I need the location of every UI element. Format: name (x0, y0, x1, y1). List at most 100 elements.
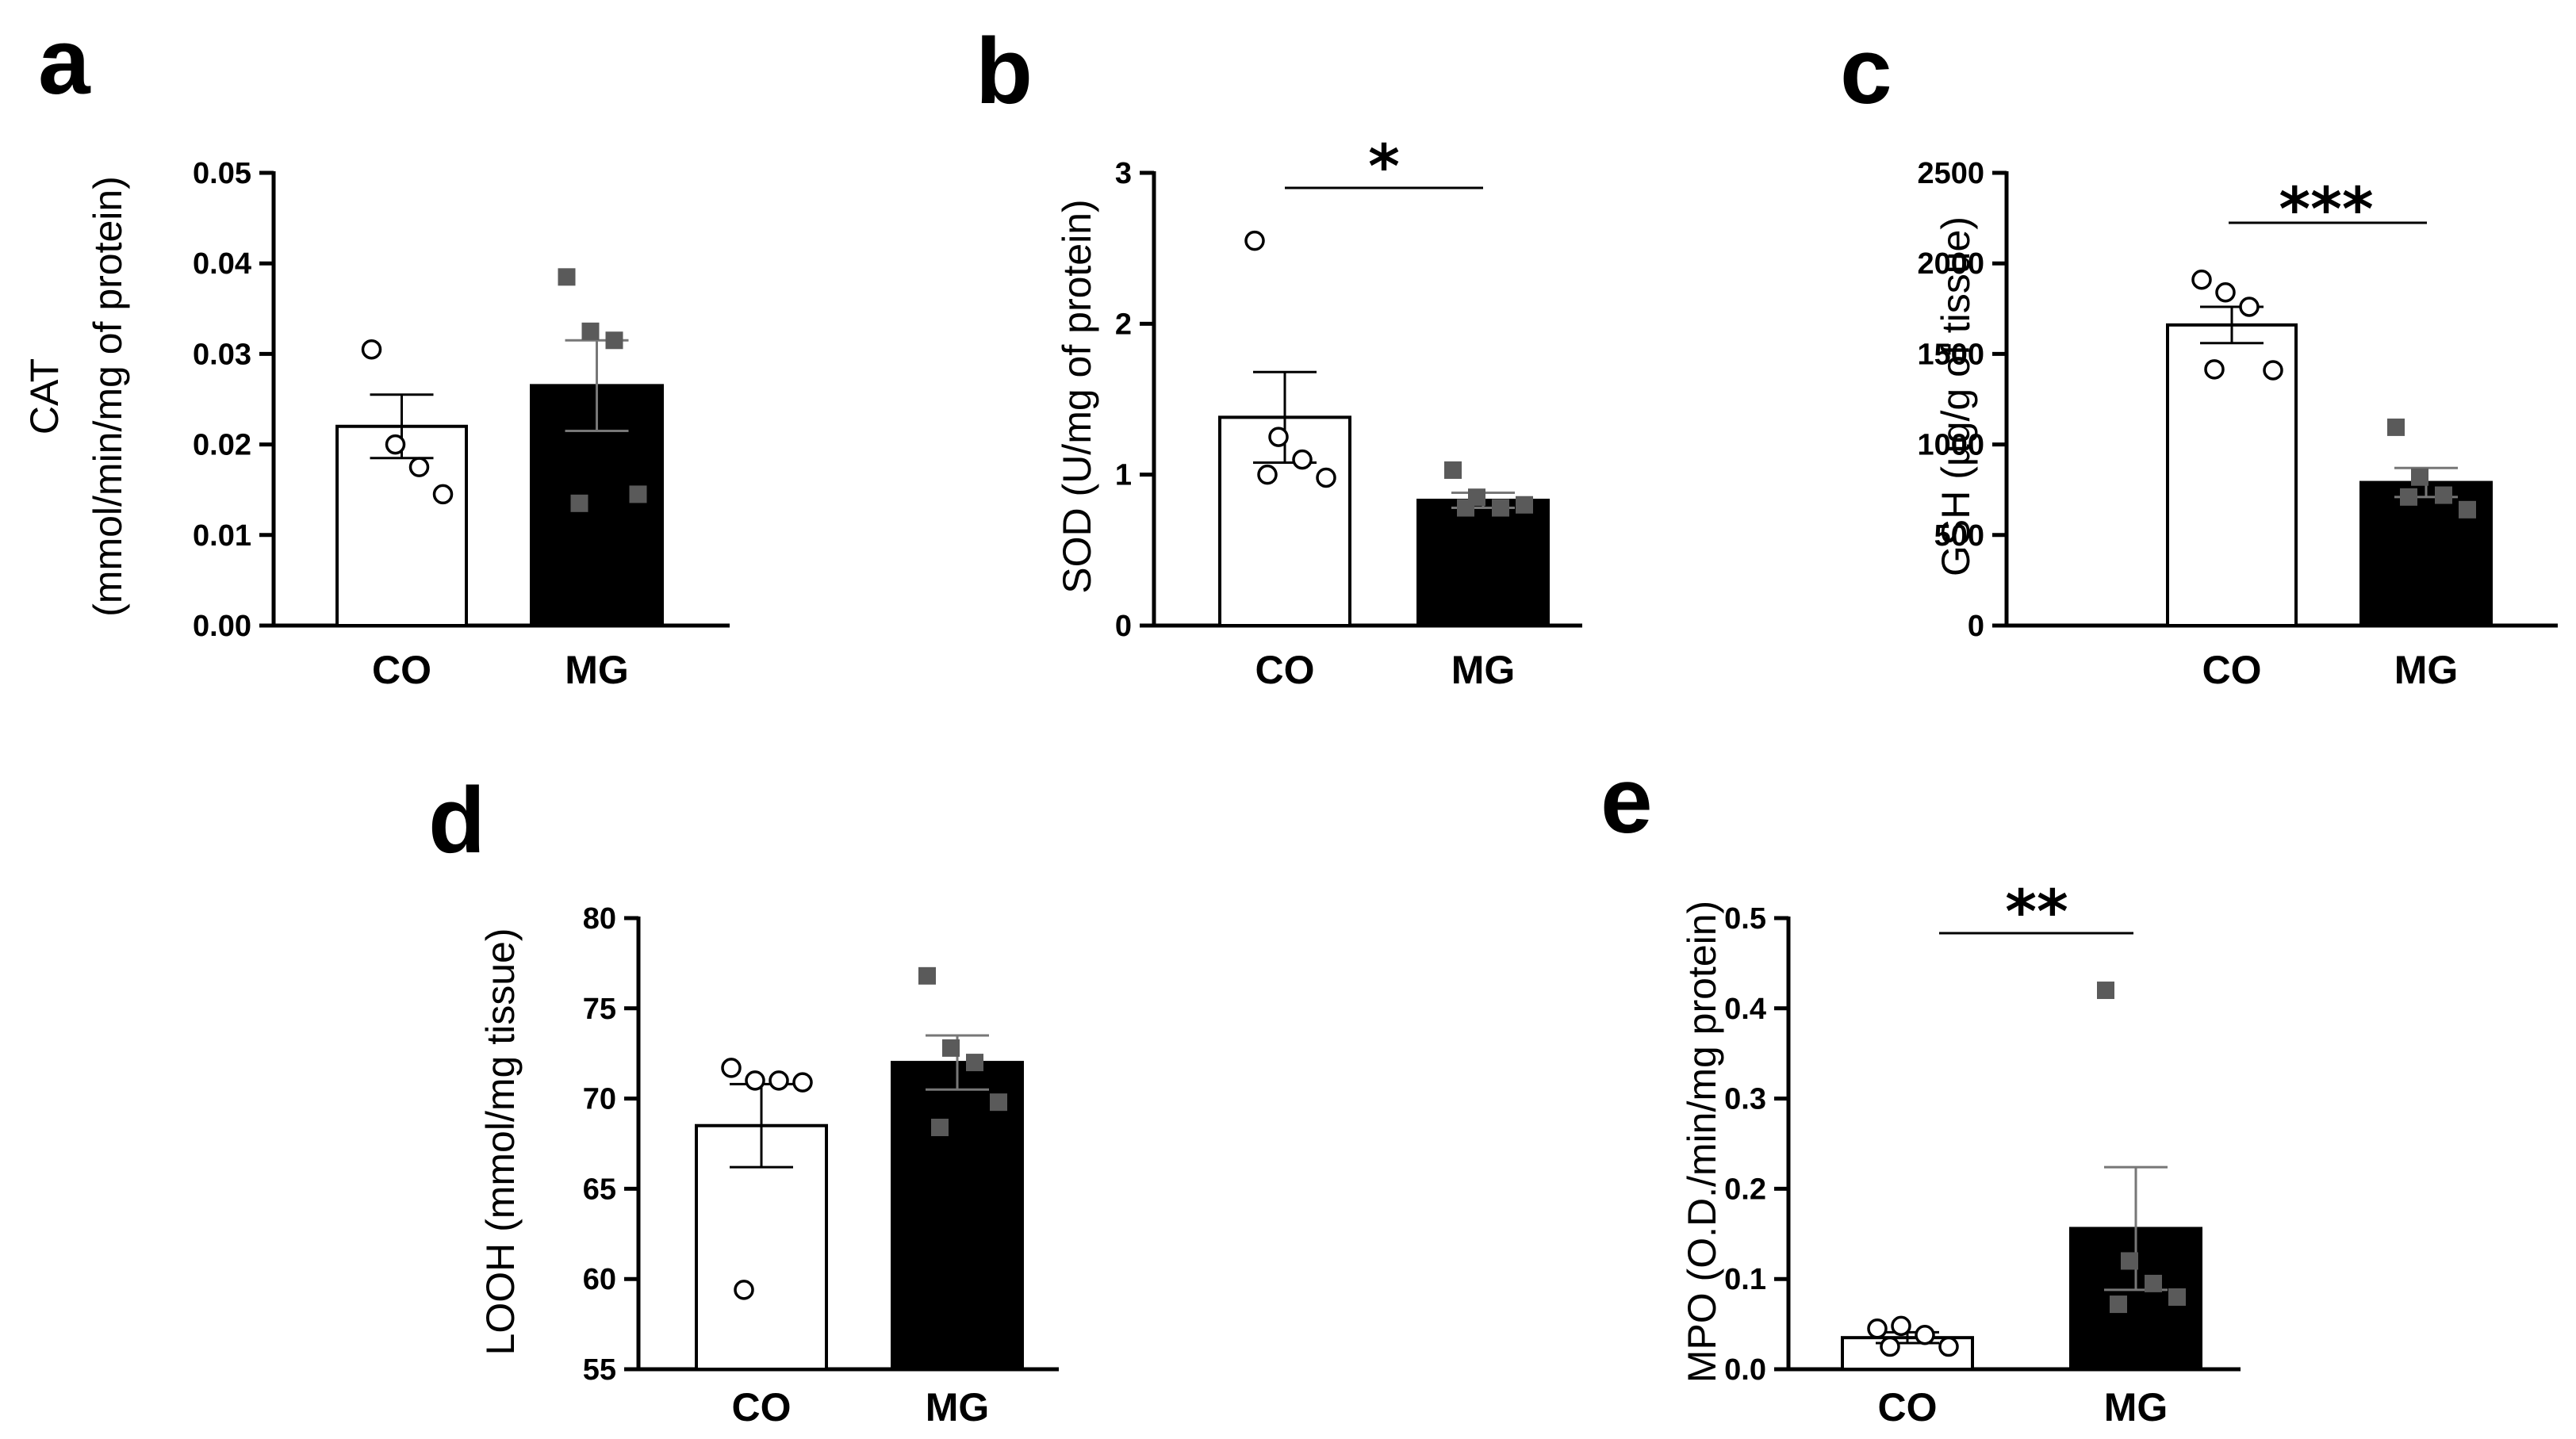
y-tick-label: 0.0 (1724, 1353, 1766, 1387)
data-point-mg (1492, 499, 1509, 517)
panel-letter: d (428, 768, 485, 873)
data-point-co (1292, 449, 1313, 470)
y-tick-label: 0.5 (1724, 902, 1766, 936)
data-point-mg (581, 322, 600, 340)
data-point-co (2215, 281, 2236, 303)
bar-mg (2359, 480, 2493, 628)
data-point-mg (2121, 1252, 2138, 1270)
y-axis-label: (mmol/min/mg of protein) (86, 176, 130, 617)
panel-c: c GSH (µg/g of tissue) 0 500 1000 1500 2000 250… (1840, 19, 2558, 692)
y-tick-label: 0.05 (193, 157, 251, 190)
y-axis-label: MPO (O.D./min/mg protein) (1680, 901, 1724, 1383)
data-point-mg (558, 268, 576, 286)
y-tick-label: 55 (583, 1353, 616, 1387)
y-axis-label: CAT (22, 358, 67, 434)
data-point-mg (990, 1093, 1007, 1112)
significance-marker: *** (2279, 174, 2373, 244)
y-tick-label: 1 (1115, 459, 1132, 492)
x-category-label: MG (2104, 1385, 2168, 1429)
data-point-co (734, 1280, 754, 1300)
data-point-co (1257, 464, 1278, 485)
data-point-co (385, 434, 406, 455)
data-point-co (1938, 1336, 1959, 1357)
y-tick-label: 0.2 (1724, 1173, 1766, 1206)
panel-letter: c (1840, 19, 1892, 124)
x-category-label: MG (2394, 648, 2459, 692)
data-point-co (745, 1070, 765, 1091)
data-point-mg (2387, 418, 2405, 436)
y-tick-label: 0.03 (193, 338, 251, 371)
y-tick-label: 3 (1115, 157, 1132, 190)
y-tick-label: 60 (583, 1263, 616, 1296)
x-category-label: MG (565, 648, 629, 692)
x-category-label: CO (372, 648, 431, 692)
significance-marker: * (1368, 131, 1400, 201)
data-point-mg (942, 1039, 960, 1057)
data-point-co (2191, 270, 2212, 290)
panel-letter: e (1600, 748, 1653, 853)
data-point-mg (918, 966, 936, 985)
data-point-mg (2400, 488, 2417, 506)
y-tick-label: 0 (1968, 610, 1984, 643)
y-axis-label: SOD (U/mg of protein) (1055, 199, 1099, 593)
data-point-co (792, 1072, 813, 1093)
panel-e: e MPO (O.D./min/mg protein) 0.0 0.1 0.2 0.3 0.… (1600, 748, 2241, 1429)
data-point-mg (1457, 499, 1474, 517)
panel-d: d LOOH (mmol/mg tissue) 55 60 65 70 75 80 CO MG (428, 768, 1059, 1429)
y-axis-label: LOOH (mmol/mg tissue) (478, 928, 523, 1356)
y-tick-label: 0.1 (1724, 1263, 1766, 1296)
data-point-mg (1444, 461, 1462, 479)
y-tick-label: 0.4 (1724, 993, 1766, 1026)
data-point-co (1867, 1318, 1888, 1339)
data-point-co (361, 339, 382, 360)
data-point-mg (1516, 496, 1533, 514)
x-category-label: CO (2202, 648, 2262, 692)
data-point-co (1268, 427, 1289, 447)
data-point-mg (2168, 1288, 2186, 1306)
data-point-co (2263, 360, 2283, 381)
y-tick-label: 0.01 (193, 519, 251, 553)
y-tick-label: 70 (583, 1083, 616, 1116)
y-tick-label: 80 (583, 902, 616, 936)
y-tick-label: 1500 (1917, 338, 1984, 371)
panel-letter: b (976, 19, 1033, 124)
data-point-mg (2411, 468, 2428, 486)
y-tick-label: 0.02 (193, 429, 251, 462)
data-point-co (432, 484, 454, 505)
data-point-co (2239, 297, 2260, 317)
data-point-co (1316, 467, 1336, 488)
y-tick-label: 0.04 (193, 247, 251, 281)
data-point-co (1915, 1325, 1935, 1345)
data-point-co (1880, 1336, 1900, 1357)
data-point-mg (2110, 1295, 2127, 1314)
data-point-co (1244, 230, 1265, 251)
data-point-co (769, 1070, 789, 1091)
x-category-label: MG (926, 1385, 990, 1429)
significance-marker: ** (2005, 876, 2068, 947)
y-tick-label: 500 (1934, 519, 1984, 553)
data-point-mg (931, 1119, 949, 1137)
y-tick-label: 0 (1115, 610, 1132, 643)
panel-letter: a (38, 10, 91, 114)
data-point-mg (629, 485, 647, 503)
data-point-mg (2145, 1274, 2162, 1292)
data-point-mg (605, 331, 623, 350)
y-axis-label: GSH (µg/g of tissue) (1934, 216, 1978, 576)
y-tick-label: 2 (1115, 308, 1132, 341)
y-tick-label: 75 (583, 993, 616, 1026)
y-tick-label: 0.00 (193, 610, 251, 643)
y-tick-label: 0.3 (1724, 1083, 1766, 1116)
data-point-mg (2459, 500, 2476, 519)
x-category-label: MG (1451, 648, 1516, 692)
bar-mg (1416, 499, 1550, 627)
data-point-mg (570, 494, 588, 512)
data-point-mg (2435, 486, 2452, 504)
panel-b: b SOD (U/mg of protein) 0 1 2 3 CO MG * (976, 19, 1582, 692)
bar-co (335, 424, 468, 628)
x-category-label: CO (1255, 648, 1315, 692)
y-tick-label: 2500 (1917, 157, 1984, 190)
y-tick-label: 1000 (1917, 429, 1984, 462)
y-tick-label: 2000 (1917, 247, 1984, 281)
data-point-co (408, 457, 430, 477)
